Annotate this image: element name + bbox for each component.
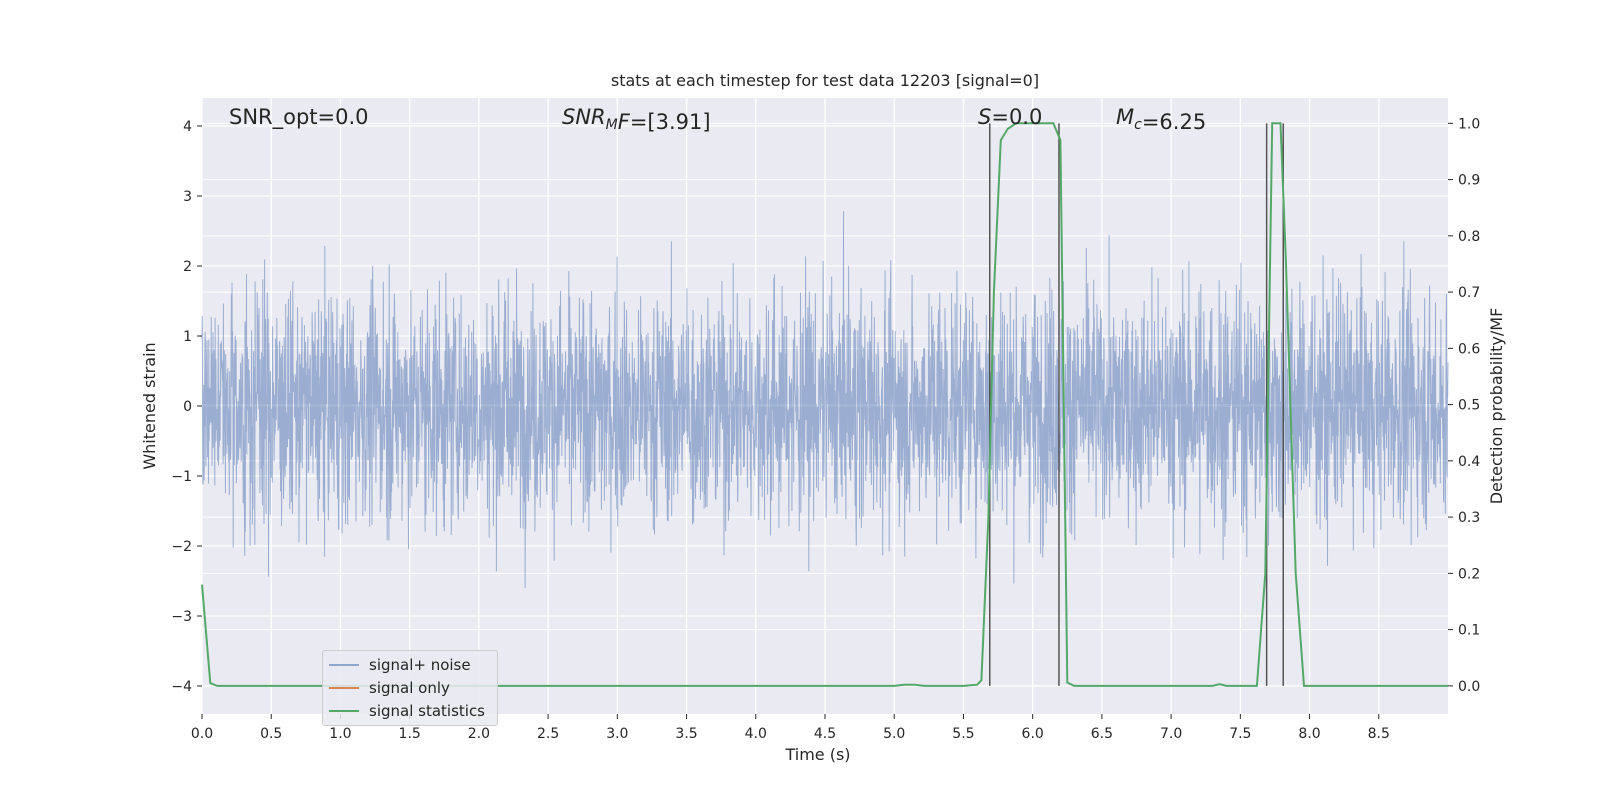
y2-tick-label: 0.7 [1458,285,1480,301]
annotation-part: F [618,110,631,134]
y-axis-label: Whitened strain [140,342,159,469]
annotation-part: =6.25 [1142,110,1206,134]
y-tick-label: 0 [183,399,192,415]
x-tick-label: 1.5 [399,726,421,742]
x-tick-label: 0.5 [260,726,282,742]
x-tick-label: 6.5 [1091,726,1113,742]
y-tick-label: −1 [171,469,192,485]
x-tick-label: 1.0 [329,726,351,742]
y2-tick-label: 0.0 [1458,679,1480,695]
y-tick-label: −3 [171,609,192,625]
legend-label: signal+ noise [369,656,471,674]
signal-noise-line [201,211,1449,588]
x-tick-label: 4.0 [745,726,767,742]
x-tick-label: 5.0 [883,726,905,742]
annotation-mc-value: Mc=6.25 [1116,105,1206,134]
annotation-part: SNR [562,105,606,129]
y2-tick-label: 0.1 [1458,623,1480,639]
y-tick-label: −4 [171,679,192,695]
x-tick-label: 6.0 [1022,726,1044,742]
y2-axis-label: Detection probability/MF [1487,308,1506,505]
annotation-part: M [606,117,618,133]
y2-tick-label: 0.8 [1458,229,1480,245]
series-signal-statistics [201,122,1448,687]
x-tick-label: 2.5 [537,726,559,742]
annotation-part: S [978,105,991,129]
annotation-part: M [1116,105,1134,129]
y2-tick-label: 1.0 [1458,116,1480,132]
y-tick-label: 2 [183,259,192,275]
chart-title: stats at each timestep for test data 122… [611,71,1039,90]
x-tick-label: 5.5 [952,726,974,742]
y2-tick-label: 0.6 [1458,341,1480,357]
annotation-part: c [1134,117,1142,133]
annotation-part: SNR_opt=0.0 [229,105,369,130]
y-tick-label: −2 [171,539,192,555]
y-tick-label: 1 [183,329,192,345]
legend-item-signal-statistics: signal statistics [329,701,485,721]
series-signal-noise [201,211,1449,588]
x-tick-label: 7.0 [1160,726,1182,742]
y-axis-ticks: 4 3 2 1 0 −1 −2 −3 −4 [171,119,202,695]
x-tick-label: 8.0 [1298,726,1320,742]
x-tick-label: 4.5 [814,726,836,742]
y2-tick-label: 0.5 [1458,398,1480,414]
x-axis-label: Time (s) [784,745,850,764]
y2-tick-label: 0.9 [1458,173,1480,189]
y2-tick-label: 0.2 [1458,566,1480,582]
x-tick-label: 3.0 [606,726,628,742]
legend-swatch [329,687,359,689]
y2-axis-ticks: 1.0 0.9 0.8 0.7 0.6 0.5 0.4 0.3 0.2 0.1 0.0 [1448,116,1480,695]
x-tick-label: 2.0 [468,726,490,742]
annotation-part: =0.0 [991,105,1042,129]
x-tick-label: 8.5 [1368,726,1390,742]
x-tick-label: 0.0 [191,726,213,742]
annotation-part: =[3.91] [630,110,711,134]
annotations: SNR_opt=0.0 SNRMF=[3.91] S=0.0 Mc=6.25 [229,105,1206,134]
signal-statistics-line [201,122,1448,687]
y2-tick-label: 0.3 [1458,510,1480,526]
x-axis-ticks: 0.0 0.5 1.0 1.5 2.0 2.5 3.0 3.5 4.0 4.5 5.0 5.5 6.0 6… [191,714,1390,742]
legend-item-signal-only: signal only [329,678,450,698]
legend-label: signal only [369,679,450,697]
annotation-s-value: S=0.0 [978,105,1042,129]
x-tick-label: 7.5 [1229,726,1251,742]
annotation-snr-opt: SNR_opt=0.0 [229,105,369,130]
y-tick-label: 3 [183,189,192,205]
x-tick-label: 3.5 [675,726,697,742]
legend-label: signal statistics [369,702,486,720]
y2-tick-label: 0.4 [1458,454,1480,470]
legend-item-signal-noise: signal+ noise [329,655,471,675]
y-tick-label: 4 [183,119,192,135]
legend-swatch [329,710,359,712]
annotation-snr-mf: SNRMF=[3.91] [562,105,711,134]
legend-swatch [329,664,359,666]
legend: signal+ noise signal only signal statist… [322,650,498,726]
